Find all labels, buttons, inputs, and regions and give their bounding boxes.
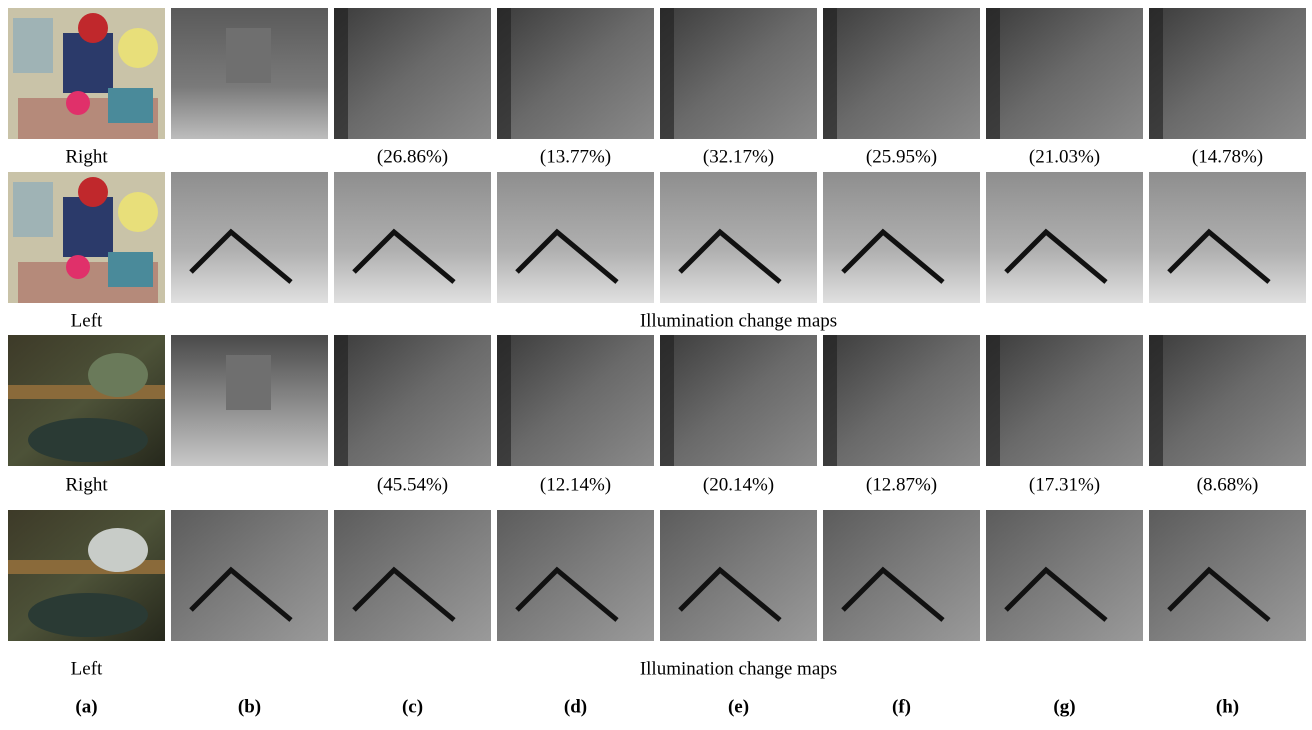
figure: Right (26.86%) (13.77%) (32.17%) (25.95%) (21… xyxy=(0,0,1312,725)
photo-object xyxy=(28,593,148,637)
map-image xyxy=(497,335,654,466)
map-border-noise xyxy=(1149,335,1163,466)
map-image xyxy=(660,335,817,466)
error-rate: (20.14%) xyxy=(703,474,774,495)
map-image xyxy=(334,8,491,139)
map-image xyxy=(986,510,1143,641)
photo-object xyxy=(118,28,158,68)
map-border-noise xyxy=(334,8,348,139)
map-image xyxy=(823,335,980,466)
map-image xyxy=(823,172,980,303)
photo-object xyxy=(88,353,148,397)
column-label: (a) xyxy=(75,696,97,717)
photo-object xyxy=(66,255,90,279)
map-image xyxy=(986,172,1143,303)
error-rate: (45.54%) xyxy=(377,474,448,495)
map-image xyxy=(334,172,491,303)
column-label: (h) xyxy=(1216,696,1239,717)
caption: Illumination change maps xyxy=(640,310,837,331)
column-label: (d) xyxy=(564,696,587,717)
photo-object xyxy=(88,528,148,572)
row-label: Right xyxy=(65,146,108,167)
map-image xyxy=(660,510,817,641)
error-rate: (21.03%) xyxy=(1029,146,1100,167)
map-border-noise xyxy=(1149,8,1163,139)
error-rate: (12.87%) xyxy=(866,474,937,495)
map-image xyxy=(497,172,654,303)
photo-object xyxy=(13,18,53,73)
map-region xyxy=(226,355,271,410)
photo-object xyxy=(108,88,153,123)
caption: Illumination change maps xyxy=(640,658,837,679)
map-image xyxy=(660,172,817,303)
map-image xyxy=(171,172,328,303)
map-region xyxy=(226,28,271,83)
map-image xyxy=(171,510,328,641)
map-image xyxy=(1149,510,1306,641)
error-rate: (17.31%) xyxy=(1029,474,1100,495)
error-rate: (14.78%) xyxy=(1192,146,1263,167)
map-border-noise xyxy=(986,335,1000,466)
map-border-noise xyxy=(497,8,511,139)
map-image xyxy=(497,510,654,641)
row-label: Left xyxy=(71,658,103,679)
map-image xyxy=(334,335,491,466)
column-label: (g) xyxy=(1053,696,1075,717)
map-image xyxy=(823,8,980,139)
map-image xyxy=(1149,172,1306,303)
map-image xyxy=(823,510,980,641)
photo-object xyxy=(13,182,53,237)
column-label: (b) xyxy=(238,696,261,717)
map-border-noise xyxy=(986,8,1000,139)
map-image xyxy=(660,8,817,139)
map-image xyxy=(1149,335,1306,466)
photo-object xyxy=(108,252,153,287)
map-border-noise xyxy=(497,335,511,466)
error-rate: (25.95%) xyxy=(866,146,937,167)
map-image xyxy=(986,335,1143,466)
map-image xyxy=(1149,8,1306,139)
error-rate: (13.77%) xyxy=(540,146,611,167)
error-rate: (8.68%) xyxy=(1197,474,1259,495)
photo-object xyxy=(78,13,108,43)
map-border-noise xyxy=(823,8,837,139)
error-rate: (12.14%) xyxy=(540,474,611,495)
error-rate: (32.17%) xyxy=(703,146,774,167)
map-border-noise xyxy=(660,335,674,466)
column-label: (f) xyxy=(892,696,911,717)
error-rate: (26.86%) xyxy=(377,146,448,167)
map-image xyxy=(334,510,491,641)
photo-object xyxy=(78,177,108,207)
map-image xyxy=(986,8,1143,139)
map-border-noise xyxy=(823,335,837,466)
row-label: Left xyxy=(71,310,103,331)
photo-object xyxy=(118,192,158,232)
map-border-noise xyxy=(334,335,348,466)
column-label: (e) xyxy=(728,696,749,717)
column-label: (c) xyxy=(402,696,423,717)
map-border-noise xyxy=(660,8,674,139)
map-image xyxy=(497,8,654,139)
photo-object xyxy=(28,418,148,462)
photo-object xyxy=(66,91,90,115)
row-label: Right xyxy=(65,474,108,495)
